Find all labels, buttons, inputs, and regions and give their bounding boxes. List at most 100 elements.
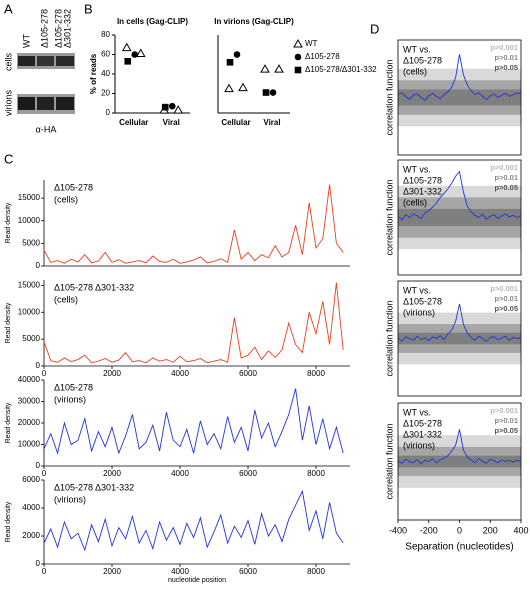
data-line bbox=[397, 429, 522, 465]
y-axis-label: Read density bbox=[5, 202, 12, 243]
marker bbox=[168, 102, 176, 110]
band-legend-label: p>0.01 bbox=[494, 53, 518, 62]
marker bbox=[121, 42, 132, 52]
x-tick-label: 200 bbox=[483, 525, 498, 535]
x-tick-label: 400 bbox=[513, 525, 528, 535]
y-tick-label: 0 bbox=[36, 559, 41, 568]
band-legend-label: p>0.01 bbox=[494, 416, 518, 425]
y-tick-label: 10000 bbox=[18, 440, 41, 449]
x-tick-label: 4000 bbox=[171, 369, 189, 378]
chart-label: (virions) bbox=[54, 394, 86, 404]
y-tick-label: 4000 bbox=[22, 503, 40, 512]
x-tick-label: 4000 bbox=[171, 567, 189, 576]
y-axis-label: correlation function bbox=[384, 423, 394, 499]
band-legend-label: p>0.001 bbox=[490, 284, 518, 293]
chart-label: Δ105-278 bbox=[403, 418, 442, 428]
y-tick-label: 30000 bbox=[18, 397, 41, 406]
band-legend-label: p>0.001 bbox=[490, 43, 518, 52]
y-tick-label: 0 bbox=[36, 461, 41, 470]
y-tick-label: 0 bbox=[36, 361, 41, 370]
y-tick-label: 60 bbox=[101, 50, 110, 59]
chart-label: Δ105-278 Δ301-332 bbox=[54, 282, 134, 292]
x-tick-label: -400 bbox=[389, 525, 407, 535]
marker bbox=[135, 48, 146, 58]
chart-label: (cells) bbox=[54, 294, 78, 304]
y-tick-label: 40 bbox=[101, 69, 110, 78]
band-legend-label: p>0.001 bbox=[490, 406, 518, 415]
data-line bbox=[397, 170, 522, 221]
chart-label: (cells) bbox=[403, 197, 427, 207]
chart-label: WT vs. bbox=[403, 285, 431, 295]
panel-label: C bbox=[4, 151, 13, 166]
y-tick-label: 80 bbox=[101, 30, 110, 39]
band-legend-label: p>0.05 bbox=[494, 183, 518, 192]
plot-frame bbox=[397, 39, 522, 156]
band-legend-label: p>0.05 bbox=[494, 304, 518, 313]
chart-label: WT vs. bbox=[403, 44, 431, 54]
chart-label: Δ105-278 bbox=[403, 55, 442, 65]
y-tick-label: 6000 bbox=[22, 475, 40, 484]
x-axis-label: Separation (nucleotides) bbox=[405, 542, 513, 553]
chart-label: (cells) bbox=[403, 66, 427, 76]
band-legend-label: p>0.001 bbox=[490, 163, 518, 172]
data-line bbox=[397, 54, 522, 101]
x-tick-label: Viral bbox=[263, 118, 280, 127]
chart-title: In virions (Gag-CLIP) bbox=[214, 17, 294, 26]
marker bbox=[238, 82, 248, 92]
panel-label: A bbox=[4, 1, 13, 16]
x-tick-label: 6000 bbox=[239, 469, 257, 478]
chart-label: Δ105-278 Δ301-332 bbox=[54, 482, 134, 492]
chart-label: (cells) bbox=[54, 194, 78, 204]
x-tick-label: 0 bbox=[457, 525, 462, 535]
confidence-band bbox=[398, 455, 521, 468]
y-tick-label: 2000 bbox=[22, 531, 40, 540]
y-tick-label: 20000 bbox=[18, 418, 41, 427]
blot-band bbox=[18, 97, 35, 110]
chart-label: (virions) bbox=[54, 494, 86, 504]
chart-label: Δ105-278 bbox=[403, 296, 442, 306]
marker bbox=[224, 83, 234, 93]
x-tick-label: Cellular bbox=[119, 118, 148, 127]
plot-frame bbox=[397, 280, 522, 397]
band-legend-label: p>0.05 bbox=[494, 426, 518, 435]
x-tick-label: 8000 bbox=[307, 369, 325, 378]
data-line bbox=[43, 388, 344, 455]
y-tick-label: 5000 bbox=[22, 238, 40, 247]
marker bbox=[260, 64, 270, 73]
marker bbox=[161, 103, 169, 111]
chart-label: Δ105-278 bbox=[54, 182, 93, 192]
row-label: virions bbox=[3, 90, 13, 117]
x-tick-label: 6000 bbox=[239, 369, 257, 378]
y-tick-label: 15000 bbox=[18, 193, 41, 202]
chart-label: (virions) bbox=[403, 307, 435, 317]
marker bbox=[173, 105, 184, 114]
plot-frame bbox=[397, 159, 522, 276]
data-line bbox=[43, 489, 344, 552]
lane-label: Δ105-278 bbox=[39, 9, 49, 48]
blot-band bbox=[18, 56, 35, 66]
y-tick-label: 40000 bbox=[18, 375, 41, 384]
lane-label: Δ301-332 bbox=[62, 9, 72, 48]
confidence-band bbox=[398, 332, 521, 345]
x-tick-label: 8000 bbox=[307, 567, 325, 576]
y-tick-label: 0 bbox=[36, 261, 41, 270]
chart-label: Δ105-278 bbox=[54, 382, 93, 392]
chart-label: Δ301-332 bbox=[403, 429, 442, 439]
lane-label: WT bbox=[21, 34, 31, 48]
chart-label: WT vs. bbox=[403, 407, 431, 417]
band-legend-label: p>0.01 bbox=[494, 294, 518, 303]
x-tick-label: 0 bbox=[42, 369, 47, 378]
legend-label: Δ105-278/Δ301-332 bbox=[305, 65, 377, 74]
x-tick-label: -200 bbox=[420, 525, 438, 535]
marker bbox=[294, 66, 302, 74]
antibody-label: α-HA bbox=[36, 124, 57, 134]
y-axis-label: Read density bbox=[5, 501, 12, 542]
x-tick-label: Cellular bbox=[221, 118, 250, 127]
x-tick-label: 0 bbox=[42, 567, 47, 576]
marker bbox=[293, 38, 303, 48]
y-tick-label: 5000 bbox=[22, 334, 40, 343]
marker bbox=[233, 51, 241, 58]
data-line bbox=[43, 282, 344, 364]
